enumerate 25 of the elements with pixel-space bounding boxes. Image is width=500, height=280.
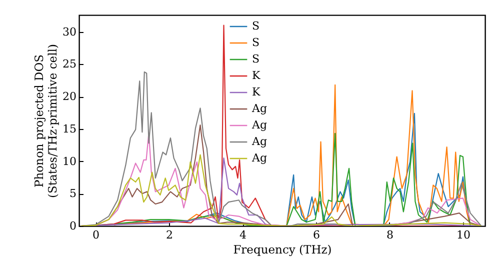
legend-label: K [252,69,261,82]
x-tick-label: 10 [456,228,470,242]
x-tick-label: 2 [166,228,174,242]
legend-label: Ag [251,102,267,115]
legend-label: S [252,20,260,32]
legend-label: S [252,52,260,66]
x-tick-label: 6 [312,228,320,242]
y-tick-label: 15 [62,122,76,136]
legend-label: S [252,36,260,49]
y-axis-title: Phonon projected DOS (States/THz·primitive cell) [32,44,60,198]
line-series [80,71,482,226]
y-tick-label: 10 [62,154,76,168]
legend-label: K [252,86,261,98]
y-tick-label: 25 [62,58,76,71]
y-tick-label: 0 [70,220,76,232]
x-tick-label: 4 [240,228,246,242]
legend-label: Ag [251,152,267,164]
x-axis-title: Frequency (THz) [233,242,332,256]
y-tick-label: 20 [62,90,76,104]
x-tick-label: 8 [386,228,394,242]
y-tick-label: 30 [62,25,76,38]
x-tick-label: 0 [92,228,100,242]
legend-label: Ag [251,118,267,132]
legend-label: Ag [251,135,267,148]
y-tick-label: 5 [70,187,76,200]
